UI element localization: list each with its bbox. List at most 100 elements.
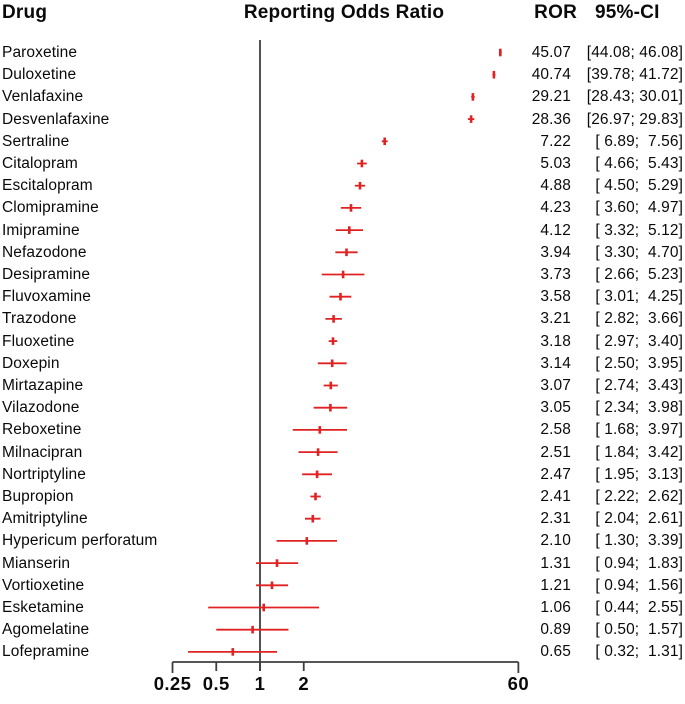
ror-value: 0.89 xyxy=(540,621,571,639)
column-header-ror: ROR xyxy=(534,2,577,23)
drug-label: Nefazodone xyxy=(2,243,87,261)
point-estimate-marker xyxy=(492,70,496,79)
ci-value: [ 3.01; 4.25] xyxy=(595,288,683,306)
ror-value: 45.07 xyxy=(531,44,571,61)
drug-label: Duloxetine xyxy=(2,66,77,84)
drug-label: Desipramine xyxy=(2,266,91,283)
ror-value: 3.21 xyxy=(540,310,571,328)
ci-value: [ 2.97; 3.40] xyxy=(595,332,683,350)
ror-value: 3.18 xyxy=(540,332,571,350)
point-estimate-marker xyxy=(251,625,254,634)
drug-label: Milnacipran xyxy=(2,443,83,461)
ci-value: [ 0.50; 1.57] xyxy=(595,621,683,639)
point-estimate-marker xyxy=(262,603,265,612)
ci-value: [ 2.04; 2.61] xyxy=(595,510,683,528)
point-estimate-marker xyxy=(339,292,342,301)
point-estimate-marker xyxy=(270,581,274,590)
ci-value: [ 0.94; 1.56] xyxy=(595,576,683,594)
ror-value: 3.07 xyxy=(540,377,571,394)
ror-value: 1.21 xyxy=(540,576,571,594)
drug-label: Vilazodone xyxy=(2,399,80,417)
ci-value: [ 1.95; 3.13] xyxy=(595,465,683,483)
drug-label: Desvenlafaxine xyxy=(2,110,110,128)
point-estimate-marker xyxy=(358,181,362,190)
x-axis-tick-label: 0.25 xyxy=(153,673,192,694)
ci-value: [ 3.32; 5.12] xyxy=(595,221,683,239)
ror-value: 3.14 xyxy=(540,354,571,372)
ror-value: 28.36 xyxy=(531,110,571,128)
drug-label: Lofepramine xyxy=(2,643,90,661)
drug-label: Clomipramine xyxy=(2,199,99,217)
drug-label: Fluvoxamine xyxy=(2,288,91,306)
drug-label: Paroxetine xyxy=(2,44,78,61)
point-estimate-marker xyxy=(318,426,322,434)
ci-value: [ 1.84; 3.42] xyxy=(595,443,683,461)
ci-value: [28.43; 30.01] xyxy=(586,88,683,106)
ci-value: [ 2.34; 3.98] xyxy=(595,399,683,417)
ci-value: [ 4.50; 5.29] xyxy=(595,177,683,195)
ci-value: [ 0.94; 1.83] xyxy=(595,554,683,572)
ror-value: 3.05 xyxy=(540,399,571,417)
drug-label: Agomelatine xyxy=(2,621,90,639)
ci-value: [44.08; 46.08] xyxy=(586,44,683,61)
ror-value: 1.31 xyxy=(540,554,571,572)
ci-value: [ 2.22; 2.62] xyxy=(595,488,683,505)
ror-value: 3.94 xyxy=(540,243,571,261)
ror-value: 1.06 xyxy=(540,599,571,616)
drug-label: Doxepin xyxy=(2,354,60,372)
drug-label: Venlafaxine xyxy=(2,88,84,106)
ci-value: [ 6.89; 7.56] xyxy=(595,132,683,150)
x-axis-tick-label: 60 xyxy=(507,673,530,694)
point-estimate-marker xyxy=(360,159,364,168)
ror-value: 2.58 xyxy=(540,421,571,439)
ror-value: 4.12 xyxy=(540,221,571,239)
ror-value: 40.74 xyxy=(531,66,571,84)
point-estimate-marker xyxy=(330,359,334,368)
point-estimate-marker xyxy=(275,559,279,567)
ror-value: 3.73 xyxy=(540,266,571,283)
ci-value: [ 2.82; 3.66] xyxy=(595,310,683,328)
point-estimate-marker xyxy=(349,204,353,212)
drug-label: Nortriptyline xyxy=(2,465,86,483)
column-header-ci: 95%-CI xyxy=(595,2,660,23)
drug-label: Hypericum perforatum xyxy=(2,532,158,550)
ror-value: 3.58 xyxy=(540,288,571,306)
ci-value: [ 0.32; 1.31] xyxy=(595,643,683,661)
ror-value: 2.10 xyxy=(540,532,571,550)
point-estimate-marker xyxy=(331,337,335,345)
x-axis-tick-label: 0.5 xyxy=(202,673,230,694)
ror-value: 2.51 xyxy=(540,443,571,461)
ror-value: 29.21 xyxy=(531,88,571,106)
point-estimate-marker xyxy=(341,270,345,279)
x-axis-tick-label: 1 xyxy=(254,673,266,694)
point-estimate-marker xyxy=(314,492,317,501)
point-estimate-marker xyxy=(315,470,319,479)
drug-label: Citalopram xyxy=(2,155,78,172)
x-axis-tick-label: 2 xyxy=(298,673,310,694)
drug-label: Trazodone xyxy=(2,310,77,328)
drug-label: Bupropion xyxy=(2,488,74,505)
ci-value: [ 2.66; 5.23] xyxy=(595,266,683,283)
point-estimate-marker xyxy=(305,537,309,545)
ci-value: [ 1.68; 3.97] xyxy=(595,421,683,439)
ci-value: [ 3.60; 4.97] xyxy=(595,199,683,217)
point-estimate-marker xyxy=(311,514,315,523)
drug-label: Reboxetine xyxy=(2,421,82,439)
plot-title: Reporting Odds Ratio xyxy=(243,2,445,23)
drug-label: Escitalopram xyxy=(2,177,93,195)
point-estimate-marker xyxy=(329,403,332,412)
drug-label: Vortioxetine xyxy=(2,576,85,594)
point-estimate-marker xyxy=(231,648,235,656)
point-estimate-marker xyxy=(471,93,475,101)
ci-value: [ 2.74; 3.43] xyxy=(595,377,683,394)
ci-value: [ 3.30; 4.70] xyxy=(595,243,683,261)
ci-value: [ 0.44; 2.55] xyxy=(595,599,683,616)
point-estimate-marker xyxy=(348,226,351,234)
drug-label: Sertraline xyxy=(2,132,70,150)
ror-value: 2.41 xyxy=(540,488,571,505)
ror-value: 0.65 xyxy=(540,643,571,661)
point-estimate-marker xyxy=(499,48,502,57)
ror-value: 4.88 xyxy=(540,177,571,195)
